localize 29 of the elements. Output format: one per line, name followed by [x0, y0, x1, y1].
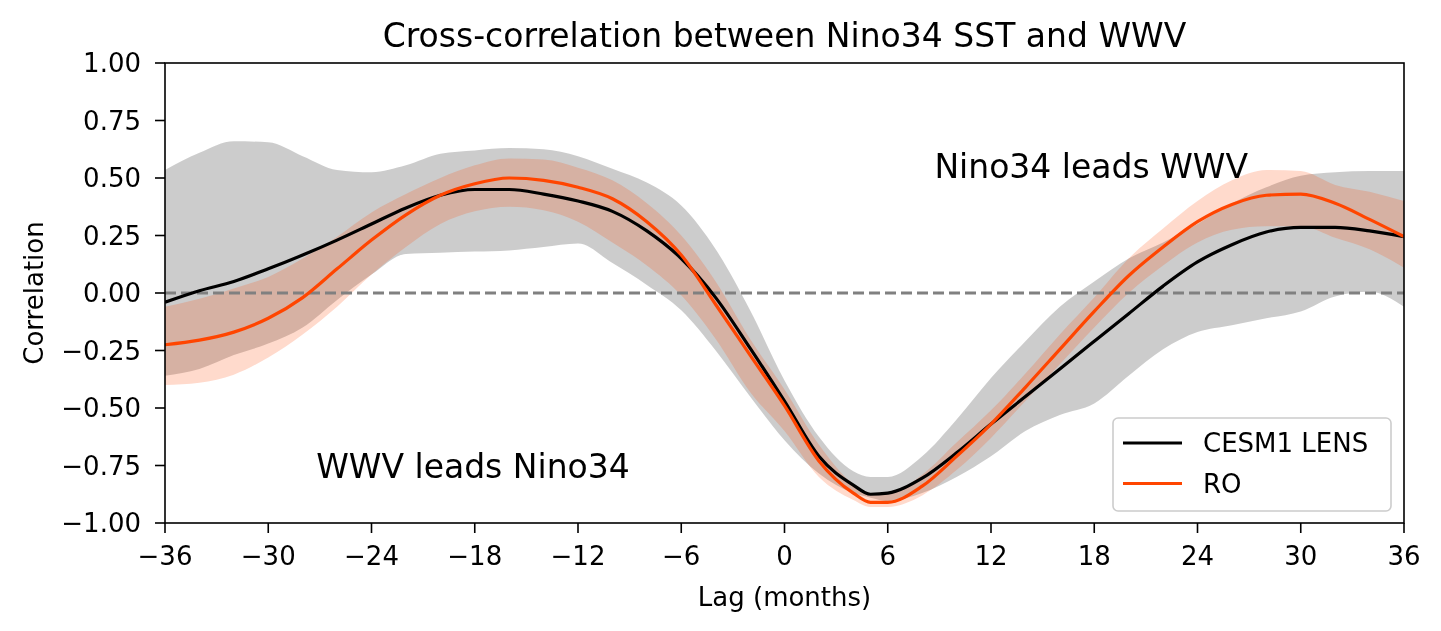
- y-tick-label: −1.00: [61, 508, 141, 539]
- y-axis-title: Correlation: [19, 221, 49, 365]
- x-tick-label: 0: [776, 541, 793, 571]
- x-tick-label: −36: [137, 541, 193, 571]
- x-tick-label: 30: [1284, 541, 1318, 571]
- y-tick-label: 0.50: [83, 163, 141, 194]
- y-tick-label: 0.00: [83, 278, 141, 309]
- y-tick-label: 0.25: [83, 220, 141, 251]
- annotation: Nino34 leads WWV: [934, 147, 1249, 186]
- chart-title: Cross-correlation between Nino34 SST and WWV: [382, 16, 1187, 55]
- y-tick-label: −0.50: [61, 393, 141, 424]
- y-tick-label: −0.75: [61, 450, 141, 481]
- x-tick-label: 36: [1387, 541, 1421, 571]
- x-tick-label: −6: [662, 541, 701, 571]
- x-tick-label: −12: [550, 541, 606, 571]
- y-tick-label: 1.00: [83, 48, 141, 79]
- y-tick-label: −0.25: [61, 335, 141, 366]
- x-tick-label: 24: [1180, 541, 1215, 571]
- x-tick-label: 18: [1077, 541, 1111, 571]
- annotation: WWV leads Nino34: [316, 446, 630, 486]
- x-tick-label: 6: [879, 541, 897, 571]
- x-axis-title: Lag (months): [697, 582, 872, 612]
- y-tick-label: 0.75: [83, 105, 141, 136]
- x-tick-label: −18: [447, 541, 503, 571]
- x-tick-label: −24: [344, 541, 399, 571]
- legend-label: CESM1 LENS: [1203, 428, 1369, 459]
- x-tick-label: 12: [974, 541, 1008, 571]
- legend-label: RO: [1203, 468, 1242, 499]
- x-tick-label: −30: [240, 541, 296, 571]
